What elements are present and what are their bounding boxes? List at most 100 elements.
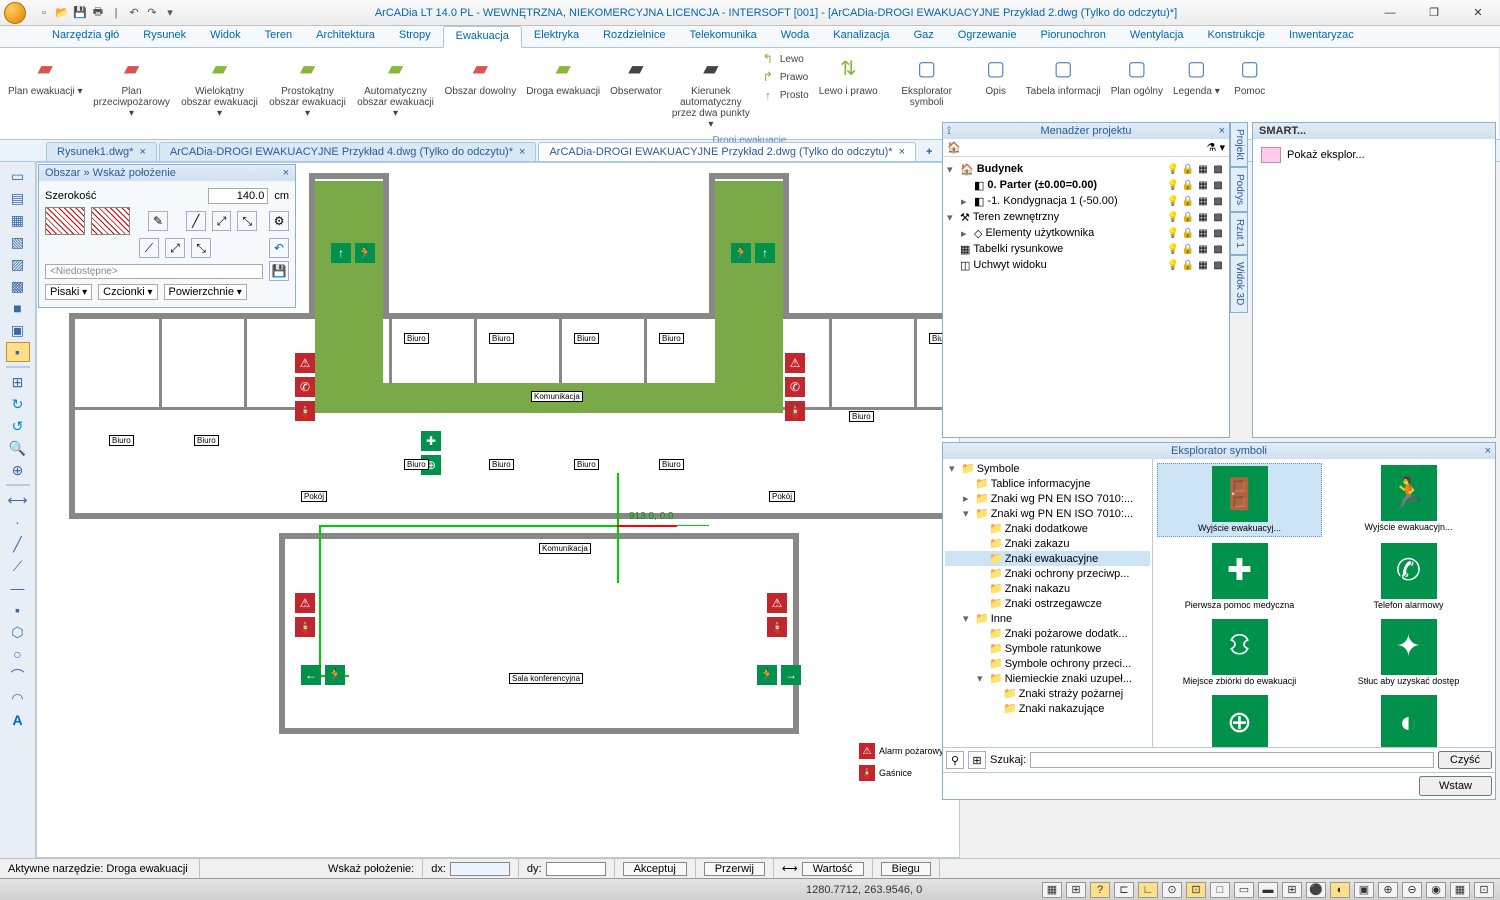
maximize-button[interactable]: ❐ — [1412, 0, 1456, 26]
ribbon-button[interactable]: ▰Plan ewakuacji ▾ — [4, 50, 87, 99]
tool-icon[interactable]: ↺ — [6, 416, 30, 436]
ribbon-tab[interactable]: Teren — [253, 26, 305, 47]
ribbon-tab[interactable]: Widok — [198, 26, 253, 47]
ribbon-tab[interactable]: Inwentaryzac — [1277, 26, 1366, 47]
status-toggle[interactable]: ◐ — [1330, 882, 1350, 898]
dy-input[interactable] — [546, 862, 606, 876]
symbol-tree-node[interactable]: ▾📁Znaki wg PN EN ISO 7010:... — [945, 506, 1150, 521]
ribbon-button[interactable]: ⇅Lewo i prawo — [815, 50, 882, 99]
undo-icon[interactable]: ↶ — [126, 5, 142, 21]
dir-left[interactable]: ↰Lewo — [756, 50, 813, 68]
close-icon[interactable]: × — [283, 167, 289, 179]
status-toggle[interactable]: ⊡ — [1474, 882, 1494, 898]
symbol-tree-node[interactable]: ▾📁Inne — [945, 611, 1150, 626]
symbol-tree-node[interactable]: 📁Znaki ochrony przeciwp... — [945, 566, 1150, 581]
document-tab[interactable]: ArCADia-DROGI EWAKUACYJNE Przykład 4.dwg… — [159, 142, 537, 161]
ribbon-tab[interactable]: Woda — [769, 26, 822, 47]
surfaces-combo[interactable]: Powierzchnie ▾ — [164, 284, 247, 300]
app-orb-icon[interactable] — [4, 2, 26, 24]
tool-icon[interactable]: ○ — [6, 644, 30, 664]
line-tool-icon[interactable]: ⤢ — [212, 211, 232, 231]
symbol-tree-node[interactable]: 📁Tablice informacyjne — [945, 476, 1150, 491]
minimize-button[interactable]: — — [1368, 0, 1412, 26]
ribbon-tab[interactable]: Elektryka — [522, 26, 591, 47]
qat-dropdown-icon[interactable]: ▾ — [162, 5, 178, 21]
ribbon-button[interactable]: ▰Wielokątny obszar ewakuacji ▾ — [177, 50, 263, 121]
status-toggle[interactable]: ⊙ — [1162, 882, 1182, 898]
symbol-tree-node[interactable]: ▸📁Znaki wg PN EN ISO 7010:... — [945, 491, 1150, 506]
fonts-combo[interactable]: Czcionki ▾ — [98, 284, 157, 300]
pens-combo[interactable]: Pisaki ▾ — [45, 284, 92, 300]
status-toggle[interactable]: ? — [1090, 882, 1110, 898]
polar-button[interactable]: Biegu — [881, 862, 931, 876]
status-toggle[interactable]: ▭ — [1234, 882, 1254, 898]
symbol-tree-node[interactable]: 📁Znaki ostrzegawcze — [945, 596, 1150, 611]
gear-icon[interactable]: ⚙ — [269, 211, 289, 231]
layer-combo[interactable]: <Niedostępne> — [45, 264, 263, 279]
status-toggle[interactable]: ⊖ — [1402, 882, 1422, 898]
symbol-item[interactable]: ✦Stłuc aby uzyskać dostęp — [1326, 617, 1491, 689]
tool-icon[interactable]: 🔍 — [6, 438, 30, 458]
ribbon-button[interactable]: ▢Tabela informacji — [1022, 50, 1105, 99]
tool-icon[interactable]: ▨ — [6, 254, 30, 274]
ribbon-tab[interactable]: Rysunek — [131, 26, 198, 47]
dx-input[interactable] — [450, 862, 510, 876]
tool-icon[interactable]: ⊞ — [6, 372, 30, 392]
ribbon-tab[interactable]: Ogrzewanie — [946, 26, 1029, 47]
insert-button[interactable]: Wstaw — [1419, 776, 1492, 796]
print-icon[interactable]: 🖶 — [90, 5, 106, 21]
tool-icon[interactable]: ⬡ — [6, 622, 30, 642]
ribbon-button[interactable]: ▰Droga ewakuacji — [522, 50, 604, 99]
ribbon-button[interactable]: ▰Plan przeciwpożarowy ▾ — [89, 50, 175, 121]
tool-icon[interactable]: ⟋ — [6, 556, 30, 576]
undo-icon[interactable]: ↶ — [269, 238, 289, 258]
status-toggle[interactable]: ⊕ — [1378, 882, 1398, 898]
ribbon-tab[interactable]: Rozdzielnice — [591, 26, 677, 47]
line-tool-icon[interactable]: ⤡ — [191, 238, 211, 258]
tool-icon[interactable]: A — [6, 710, 30, 730]
ribbon-button[interactable]: ▢Plan ogólny — [1107, 50, 1167, 99]
symbol-item[interactable]: ⊕ — [1157, 693, 1322, 747]
status-toggle[interactable]: ⊏ — [1114, 882, 1134, 898]
status-toggle[interactable]: ▦ — [1450, 882, 1470, 898]
close-button[interactable]: ✕ — [1456, 0, 1500, 26]
ribbon-tab[interactable]: Ewakuacja — [443, 26, 522, 48]
tool-icon[interactable]: ▧ — [6, 232, 30, 252]
filter-icon[interactable]: ⊞ — [968, 751, 986, 769]
ribbon-tab[interactable]: Stropy — [387, 26, 443, 47]
ribbon-tab[interactable]: Wentylacja — [1118, 26, 1196, 47]
search-input[interactable] — [1030, 752, 1434, 768]
tool-icon[interactable]: · — [6, 512, 30, 532]
dir-right[interactable]: ↱Prawo — [756, 68, 813, 86]
close-tab-icon[interactable]: × — [899, 146, 905, 158]
ribbon-button[interactable]: ▰Obserwator — [606, 50, 666, 99]
project-tree[interactable]: ▾🏠Budynek 💡🔒▦▩◧0. Parter (±0.00=0.00) 💡🔒… — [943, 157, 1229, 277]
tree-node[interactable]: ▸◇Elementy użytkownika 💡🔒▦▩ — [947, 225, 1225, 241]
symbol-item[interactable]: ✚Pierwsza pomoc medyczna — [1157, 541, 1322, 613]
line-tool-icon[interactable]: ⟋ — [139, 238, 159, 258]
document-tab[interactable]: Rysunek1.dwg*× — [46, 142, 157, 161]
pin-icon[interactable]: ⟟ — [947, 125, 951, 138]
symbol-item[interactable]: ⛻Miejsce zbiórki do ewakuacji — [1157, 617, 1322, 689]
panel-header[interactable]: Eksplorator symboli × — [943, 443, 1495, 459]
symbol-item[interactable]: 🏃Wyjście ewakuacyjn... — [1326, 463, 1491, 537]
tool-icon[interactable]: ▭ — [6, 166, 30, 186]
symbol-tree-node[interactable]: 📁Znaki pożarowe dodatk... — [945, 626, 1150, 641]
side-tab[interactable]: Widok 3D — [1230, 255, 1248, 312]
symbol-tree[interactable]: ▾📁Symbole📁Tablice informacyjne▸📁Znaki wg… — [943, 459, 1153, 747]
panel-header[interactable]: Obszar » Wskaż położenie × — [39, 165, 295, 181]
status-toggle[interactable]: ▬ — [1258, 882, 1278, 898]
status-toggle[interactable]: ⊞ — [1066, 882, 1086, 898]
width-input[interactable] — [208, 188, 268, 204]
close-tab-icon[interactable]: × — [139, 146, 145, 158]
status-toggle[interactable]: ⊡ — [1186, 882, 1206, 898]
side-tab[interactable]: Projekt — [1230, 122, 1248, 167]
symbol-tree-node[interactable]: 📁Znaki straży pożarnej — [945, 686, 1150, 701]
close-tab-icon[interactable]: × — [519, 146, 525, 158]
symbol-tree-node[interactable]: 📁Znaki zakazu — [945, 536, 1150, 551]
filter-icon[interactable]: ⚗ ▾ — [1207, 141, 1225, 154]
hatch-preview[interactable] — [45, 207, 85, 235]
status-toggle[interactable]: ◉ — [1426, 882, 1446, 898]
tool-icon[interactable]: ▤ — [6, 188, 30, 208]
new-icon[interactable]: ▫ — [36, 5, 52, 21]
